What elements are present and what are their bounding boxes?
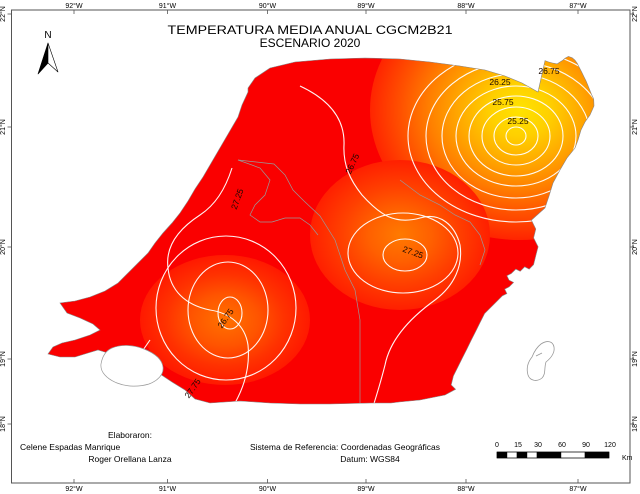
svg-text:15: 15 — [514, 442, 522, 449]
svg-text:92°W: 92°W — [65, 485, 83, 493]
svg-text:ESCENARIO 2020: ESCENARIO 2020 — [260, 36, 361, 50]
svg-text:88°W: 88°W — [457, 485, 475, 493]
svg-text:20°N: 20°N — [631, 239, 639, 255]
svg-text:30: 30 — [534, 442, 542, 449]
svg-text:21°N: 21°N — [631, 119, 639, 135]
svg-text:Roger Orellana Lanza: Roger Orellana Lanza — [88, 454, 171, 464]
svg-text:89°W: 89°W — [357, 2, 375, 10]
svg-text:90°W: 90°W — [259, 2, 277, 10]
svg-text:91°W: 91°W — [159, 485, 177, 493]
svg-text:25.25: 25.25 — [507, 116, 529, 126]
svg-text:18°N: 18°N — [0, 416, 7, 432]
svg-text:88°W: 88°W — [457, 2, 475, 10]
svg-text:Sistema de Referencia: Coorden: Sistema de Referencia: Coordenadas Geogr… — [250, 442, 440, 452]
svg-text:91°W: 91°W — [159, 2, 177, 10]
svg-text:25.75: 25.75 — [492, 97, 514, 107]
svg-text:18°N: 18°N — [631, 416, 639, 432]
svg-text:TEMPERATURA MEDIA ANUAL CGCM2B: TEMPERATURA MEDIA ANUAL CGCM2B21 — [168, 23, 453, 37]
svg-text:19°N: 19°N — [0, 351, 7, 367]
svg-text:89°W: 89°W — [357, 485, 375, 493]
svg-text:20°N: 20°N — [0, 239, 7, 255]
svg-text:0: 0 — [495, 442, 499, 449]
svg-text:Datum: WGS84: Datum: WGS84 — [340, 454, 400, 464]
svg-text:22°N: 22°N — [631, 6, 639, 22]
svg-text:19°N: 19°N — [631, 351, 639, 367]
svg-text:87°W: 87°W — [569, 2, 587, 10]
svg-text:N: N — [44, 30, 51, 41]
svg-text:Elaboraron:: Elaboraron: — [108, 430, 152, 440]
svg-text:60: 60 — [558, 442, 566, 449]
svg-text:Km: Km — [622, 455, 633, 462]
svg-text:90°W: 90°W — [259, 485, 277, 493]
svg-text:Celene Espadas Manrique: Celene Espadas Manrique — [20, 442, 120, 452]
svg-text:92°W: 92°W — [65, 2, 83, 10]
svg-text:26.25: 26.25 — [489, 77, 511, 87]
svg-text:90: 90 — [582, 442, 590, 449]
svg-text:22°N: 22°N — [0, 6, 7, 22]
svg-text:87°W: 87°W — [569, 485, 587, 493]
svg-text:26.75: 26.75 — [538, 66, 560, 76]
svg-text:21°N: 21°N — [0, 119, 7, 135]
svg-text:120: 120 — [604, 442, 616, 449]
